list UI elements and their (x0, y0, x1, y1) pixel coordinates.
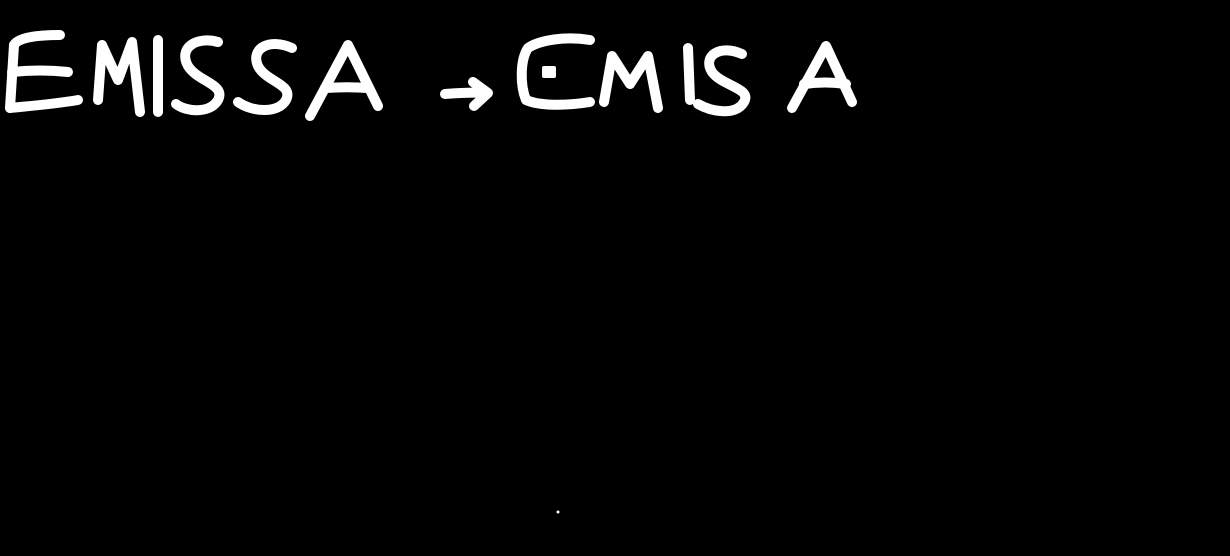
letter-i-2 (683, 43, 695, 105)
letter-s-2 (233, 39, 297, 115)
letter-e-1 (5, 30, 83, 113)
handwritten-word-emisa (516, 33, 857, 117)
arrow-icon (440, 77, 493, 111)
letter-s-3 (693, 45, 751, 117)
speck-mark (556, 510, 560, 514)
letter-m-1 (93, 37, 145, 117)
letter-a-2 (787, 41, 857, 113)
letter-m-2 (599, 51, 663, 113)
letter-s-1 (171, 35, 225, 116)
letter-a-1 (305, 40, 383, 121)
letter-e-2 (516, 33, 595, 110)
handwritten-word-emissa (5, 30, 383, 121)
